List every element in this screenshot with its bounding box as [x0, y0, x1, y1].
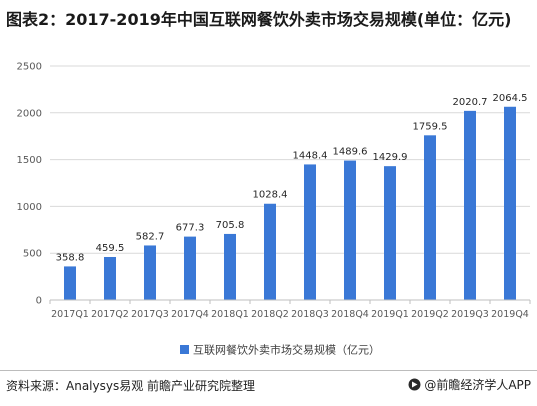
y-tick-label: 500 — [23, 249, 42, 260]
bar — [304, 164, 316, 300]
y-tick-label: 1500 — [17, 155, 42, 166]
x-tick-label: 2018Q1 — [211, 309, 249, 320]
data-label: 459.5 — [96, 243, 125, 254]
source-note: 资料来源：Analysys易观 前瞻产业研究院整理 — [6, 379, 256, 393]
data-label: 1489.6 — [333, 147, 368, 158]
legend: 互联网餐饮外卖市场交易规模（亿元） — [180, 343, 380, 357]
x-tick-label: 2017Q2 — [91, 309, 129, 320]
x-tick-label: 2018Q4 — [331, 309, 369, 320]
brand-credit: @前瞻经济学人APP — [408, 376, 531, 393]
bar — [424, 135, 436, 300]
x-tick-label: 2017Q1 — [51, 309, 89, 320]
chart-title: 图表2：2017-2019年中国互联网餐饮外卖市场交易规模(单位：亿元) — [6, 10, 512, 29]
bar — [264, 203, 276, 300]
x-tick-label: 2019Q2 — [411, 309, 449, 320]
x-tick-label: 2019Q1 — [371, 309, 409, 320]
data-label: 582.7 — [136, 231, 165, 242]
legend-label: 互联网餐饮外卖市场交易规模（亿元） — [193, 343, 380, 357]
brand-label: @前瞻经济学人APP — [424, 378, 531, 392]
bar — [504, 106, 516, 300]
data-label: 2020.7 — [453, 97, 488, 108]
data-label: 705.8 — [216, 220, 245, 231]
data-label: 2064.5 — [493, 93, 528, 104]
data-label: 1759.5 — [413, 121, 448, 132]
x-tick-label: 2017Q4 — [171, 309, 209, 320]
y-axis: 0 500 1000 1500 2000 2500 — [17, 62, 42, 307]
data-label: 1429.9 — [373, 152, 408, 163]
bar — [104, 256, 116, 300]
y-tick-label: 1000 — [17, 202, 42, 213]
x-tick-label: 2019Q4 — [491, 309, 529, 320]
data-label: 1028.4 — [253, 190, 288, 201]
x-tick-label: 2019Q3 — [451, 309, 489, 320]
bar — [384, 166, 396, 300]
y-tick-label: 2000 — [17, 108, 42, 119]
bar — [144, 245, 156, 300]
bar — [224, 233, 236, 300]
gridlines — [50, 65, 530, 254]
y-tick-label: 2500 — [17, 62, 42, 73]
bar — [344, 160, 356, 300]
x-tick-label: 2018Q2 — [251, 309, 289, 320]
bar-chart: 0 500 1000 1500 2000 2500 358.8 459.5 582.7 677.… — [17, 62, 531, 357]
x-axis: 2017Q1 2017Q2 2017Q3 2017Q4 2018Q1 2018Q2 2018… — [49, 299, 531, 320]
data-label: 677.3 — [176, 223, 205, 234]
bar — [64, 266, 76, 300]
bars — [64, 106, 516, 300]
x-tick-label: 2018Q3 — [291, 309, 329, 320]
y-tick-label: 0 — [36, 296, 42, 307]
x-tick-label: 2017Q3 — [131, 309, 169, 320]
data-label: 1448.4 — [293, 150, 328, 161]
legend-swatch — [180, 345, 189, 354]
data-labels: 358.8 459.5 582.7 677.3 705.8 1028.4 1448.4 148… — [56, 93, 528, 264]
footer-divider — [0, 370, 537, 371]
data-label: 358.8 — [56, 252, 85, 263]
brand-logo-icon — [408, 378, 421, 391]
bar — [464, 110, 476, 300]
bar — [184, 236, 196, 300]
